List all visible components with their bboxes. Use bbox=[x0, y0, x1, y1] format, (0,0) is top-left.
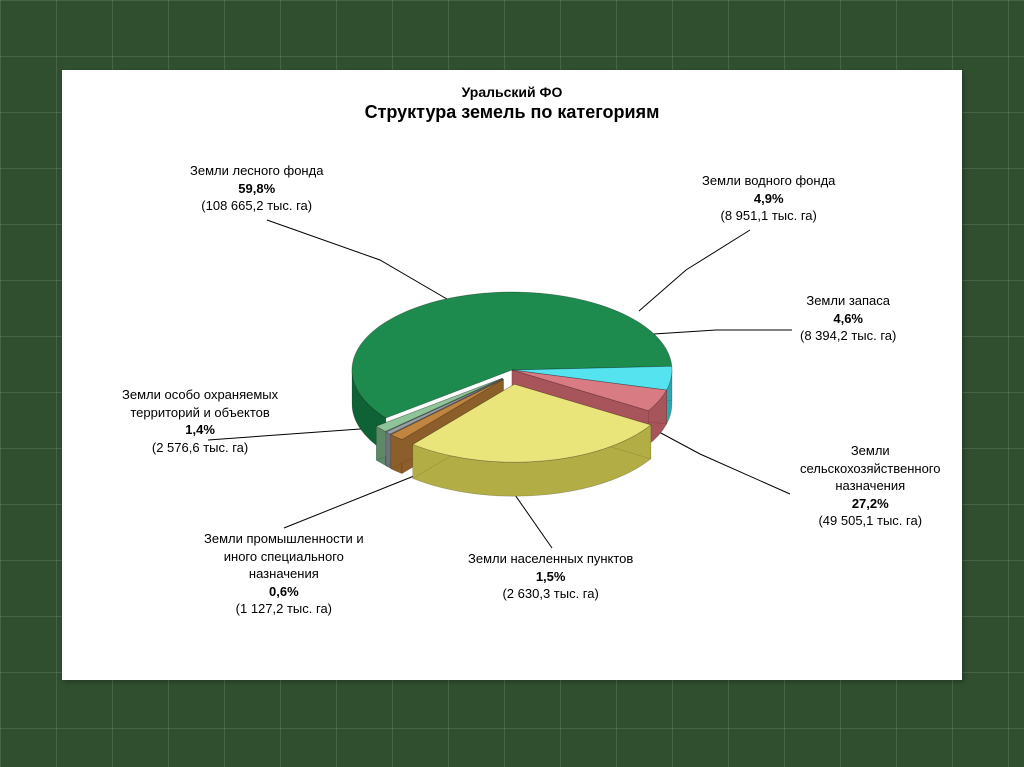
label-name: Землисельскохозяйственногоназначения bbox=[800, 442, 941, 495]
label-percent: 1,5% bbox=[468, 568, 633, 586]
label-name: Земли лесного фонда bbox=[190, 162, 323, 180]
label-protected: Земли особо охраняемыхтерриторий и объек… bbox=[122, 386, 278, 456]
label-name: Земли запаса bbox=[800, 292, 896, 310]
label-percent: 0,6% bbox=[204, 583, 364, 601]
label-name: Земли особо охраняемыхтерриторий и объек… bbox=[122, 386, 278, 421]
chart-title: Структура земель по категориям bbox=[62, 102, 962, 123]
label-agri: Землисельскохозяйственногоназначения27,2… bbox=[800, 442, 941, 530]
label-industry: Земли промышленности ииного специального… bbox=[204, 530, 364, 618]
pie-chart bbox=[342, 270, 682, 510]
slide-background: Уральский ФО Структура земель по категор… bbox=[0, 0, 1024, 767]
label-percent: 1,4% bbox=[122, 421, 278, 439]
label-settlements: Земли населенных пунктов1,5%(2 630,3 тыс… bbox=[468, 550, 633, 603]
label-value: (108 665,2 тыс. га) bbox=[190, 197, 323, 215]
label-percent: 4,9% bbox=[702, 190, 835, 208]
label-value: (8 951,1 тыс. га) bbox=[702, 207, 835, 225]
label-percent: 4,6% bbox=[800, 310, 896, 328]
label-value: (2 630,3 тыс. га) bbox=[468, 585, 633, 603]
chart-area: Земли лесного фонда59,8%(108 665,2 тыс. … bbox=[62, 130, 962, 670]
label-name: Земли водного фонда bbox=[702, 172, 835, 190]
label-value: (8 394,2 тыс. га) bbox=[800, 327, 896, 345]
label-reserve: Земли запаса4,6%(8 394,2 тыс. га) bbox=[800, 292, 896, 345]
label-percent: 27,2% bbox=[800, 495, 941, 513]
label-name: Земли промышленности ииного специального… bbox=[204, 530, 364, 583]
title-block: Уральский ФО Структура земель по категор… bbox=[62, 84, 962, 123]
chart-subtitle: Уральский ФО bbox=[62, 84, 962, 100]
label-water: Земли водного фонда4,9%(8 951,1 тыс. га) bbox=[702, 172, 835, 225]
chart-panel: Уральский ФО Структура земель по категор… bbox=[62, 70, 962, 680]
label-value: (1 127,2 тыс. га) bbox=[204, 600, 364, 618]
label-forest: Земли лесного фонда59,8%(108 665,2 тыс. … bbox=[190, 162, 323, 215]
label-value: (49 505,1 тыс. га) bbox=[800, 512, 941, 530]
label-value: (2 576,6 тыс. га) bbox=[122, 439, 278, 457]
label-name: Земли населенных пунктов bbox=[468, 550, 633, 568]
label-percent: 59,8% bbox=[190, 180, 323, 198]
